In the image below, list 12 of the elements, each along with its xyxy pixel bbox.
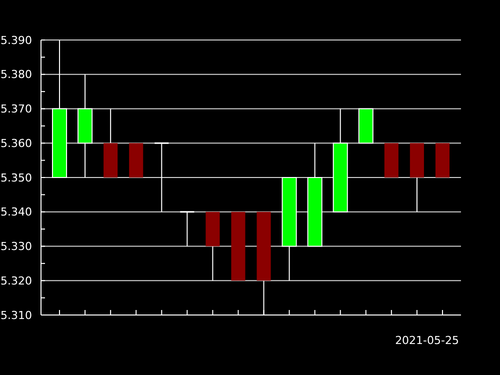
candlestick [154, 142, 170, 212]
y-tick-label: 5.330 [0, 240, 32, 254]
y-tick-label: 5.360 [0, 136, 32, 150]
y-tick-label: 5.310 [0, 308, 32, 322]
candlestick [179, 211, 195, 247]
y-tick-label: 5.370 [0, 102, 32, 116]
y-tick-label: 5.320 [0, 274, 32, 288]
x-axis-title: 2021-05-25 [395, 334, 459, 347]
y-tick-label: 5.390 [0, 34, 32, 47]
y-tick-label: 5.380 [0, 68, 32, 82]
y-tick-label: 5.350 [0, 171, 32, 184]
y-tick-label: 5.340 [0, 206, 32, 219]
